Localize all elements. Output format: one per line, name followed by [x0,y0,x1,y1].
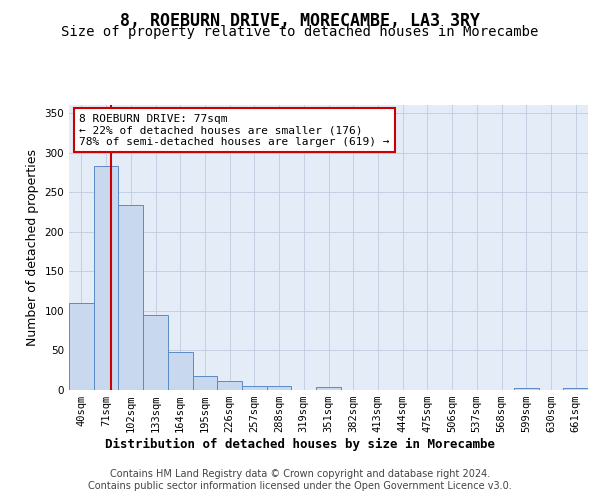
Text: Contains HM Land Registry data © Crown copyright and database right 2024.: Contains HM Land Registry data © Crown c… [110,469,490,479]
Bar [267,386,292,390]
Bar [168,352,193,390]
Bar [69,303,94,390]
Text: 8, ROEBURN DRIVE, MORECAMBE, LA3 3RY: 8, ROEBURN DRIVE, MORECAMBE, LA3 3RY [120,12,480,30]
Text: 8 ROEBURN DRIVE: 77sqm
← 22% of detached houses are smaller (176)
78% of semi-de: 8 ROEBURN DRIVE: 77sqm ← 22% of detached… [79,114,390,147]
Y-axis label: Number of detached properties: Number of detached properties [26,149,39,346]
Text: Distribution of detached houses by size in Morecambe: Distribution of detached houses by size … [105,438,495,450]
Text: Contains public sector information licensed under the Open Government Licence v3: Contains public sector information licen… [88,481,512,491]
Bar [316,387,341,390]
Bar [242,386,267,390]
Bar [143,315,168,390]
Text: Size of property relative to detached houses in Morecambe: Size of property relative to detached ho… [61,25,539,39]
Bar [193,376,217,390]
Bar [217,380,242,390]
Bar [514,388,539,390]
Bar [118,205,143,390]
Bar [563,388,588,390]
Bar [94,166,118,390]
